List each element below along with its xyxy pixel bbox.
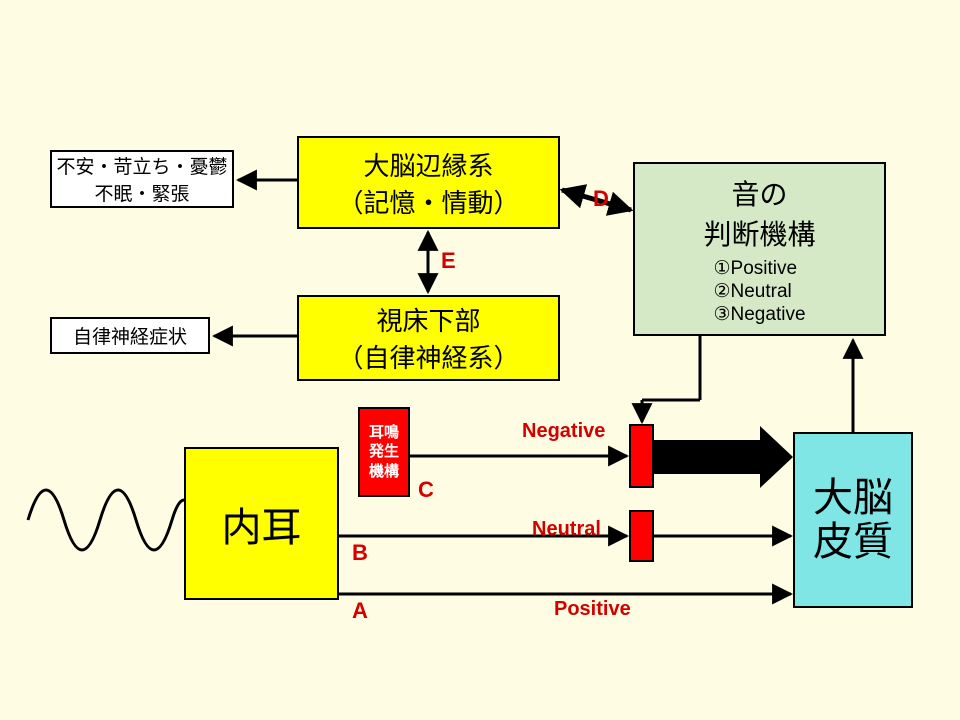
anxiety-line1: 不安・苛立ち・憂鬱 xyxy=(56,152,227,179)
limbic-line1: 大脳辺縁系 xyxy=(363,146,493,183)
node-autonomic-symptom: 自律神経症状 xyxy=(50,317,210,354)
label-E: E xyxy=(441,248,456,274)
label-neutral: Neutral xyxy=(532,518,601,541)
judgment-title1: 音の xyxy=(731,173,787,213)
node-hypothalamus: 視床下部 （自律神経系） xyxy=(297,295,560,381)
node-judgment: 音の 判断機構 ①Positive ②Neutral ③Negative xyxy=(633,162,886,336)
hypothalamus-line2: （自律神経系） xyxy=(337,338,519,375)
node-cortex: 大脳 皮質 xyxy=(793,432,913,608)
node-limbic: 大脳辺縁系 （記憶・情動） xyxy=(297,136,560,229)
node-anxiety: 不安・苛立ち・憂鬱 不眠・緊張 xyxy=(50,150,234,208)
judgment-item2: ②Neutral xyxy=(713,280,805,303)
label-negative: Negative xyxy=(522,420,605,443)
node-gate-neutral xyxy=(629,510,654,562)
judgment-title2: 判断機構 xyxy=(703,213,815,253)
label-positive: Positive xyxy=(554,598,631,621)
node-gate-negative xyxy=(629,424,654,488)
anxiety-line2: 不眠・緊張 xyxy=(94,179,189,206)
limbic-line2: （記憶・情動） xyxy=(337,183,519,220)
judgment-item3: ③Negative xyxy=(713,303,805,326)
inner-ear-text: 内耳 xyxy=(222,495,302,553)
tinnitus-line2: 発生 xyxy=(369,442,399,462)
tinnitus-line1: 耳鳴 xyxy=(369,423,399,443)
hypothalamus-line1: 視床下部 xyxy=(376,301,480,338)
label-B: B xyxy=(352,540,368,566)
node-tinnitus-generator: 耳鳴 発生 機構 xyxy=(358,407,410,497)
node-inner-ear: 内耳 xyxy=(184,447,339,600)
label-A: A xyxy=(352,598,368,624)
cortex-line1: 大脳 xyxy=(813,476,893,520)
autonomic-symptom-text: 自律神経症状 xyxy=(73,322,187,349)
judgment-item1: ①Positive xyxy=(713,257,805,280)
tinnitus-line3: 機構 xyxy=(369,462,399,482)
thick-arrow xyxy=(654,426,793,488)
sound-wave xyxy=(28,490,190,550)
label-D: D xyxy=(593,186,609,212)
cortex-line2: 皮質 xyxy=(813,520,893,564)
label-C: C xyxy=(418,477,434,503)
